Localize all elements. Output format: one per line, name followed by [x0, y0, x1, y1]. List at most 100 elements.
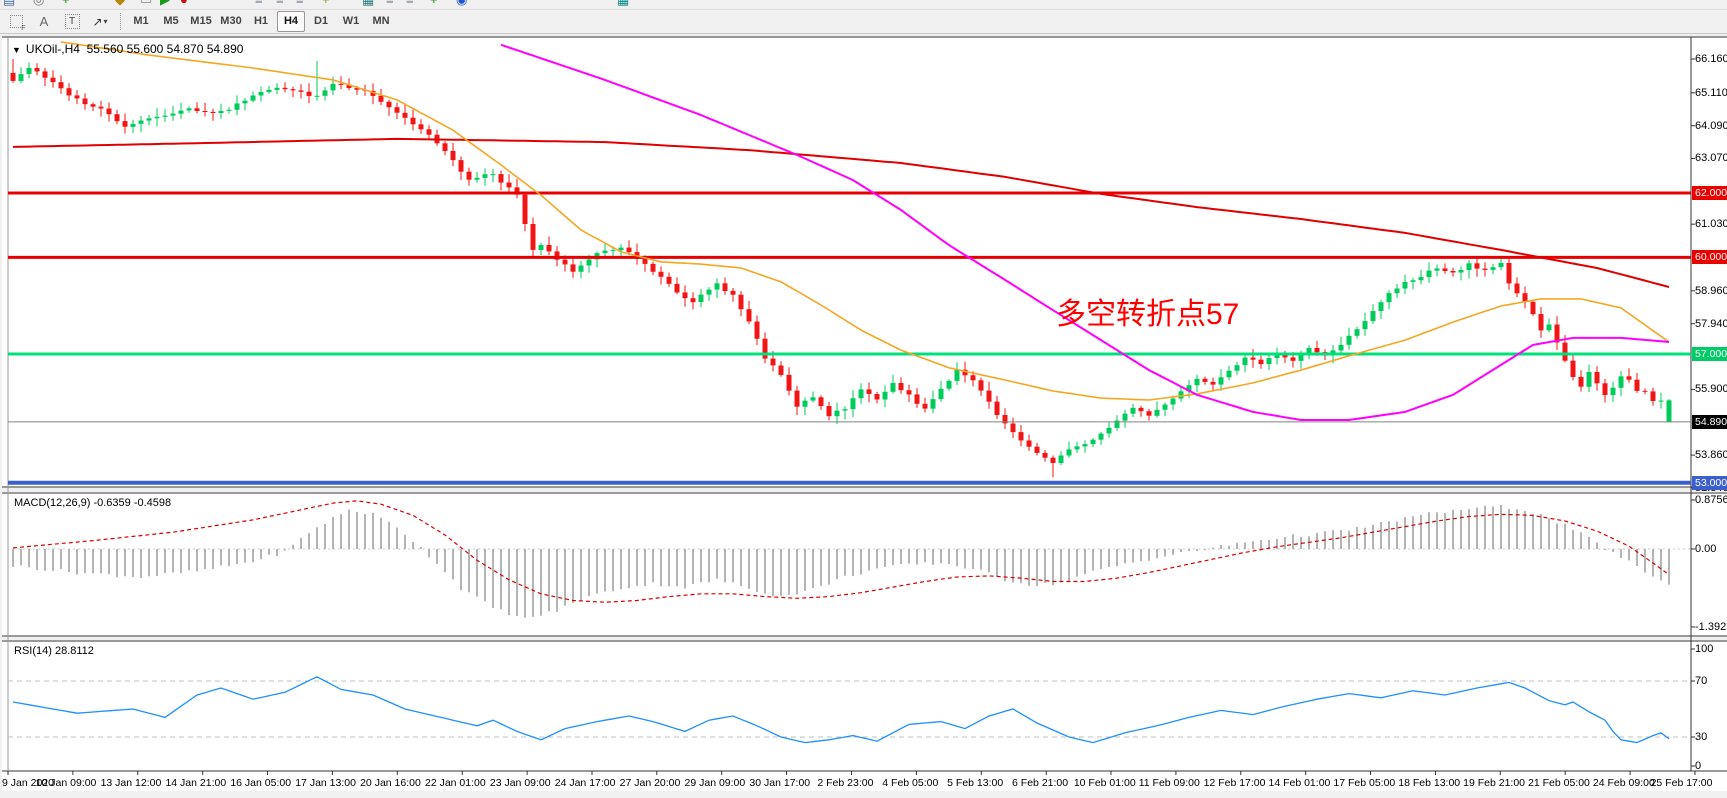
chevron-down-icon: ▾ [103, 17, 108, 26]
time-axis-label: 12 Feb 17:00 [1203, 777, 1266, 789]
time-axis-label: 24 Jan 17:00 [554, 777, 616, 789]
toolbar-tools: F A T ↗ ▾ M1 M5 M15 M30 H1 H4 D1 W1 MN [0, 10, 1727, 34]
add-chart-icon[interactable]: + [62, 0, 70, 7]
timeframe-m30-button[interactable]: M30 [220, 15, 242, 27]
time-axis-label: 19 Feb 21:00 [1463, 777, 1526, 789]
label-tool[interactable]: A [32, 12, 56, 31]
symbol-dropdown-caret[interactable]: ▼ [12, 45, 21, 55]
timeframe-h1-button[interactable]: H1 [253, 15, 269, 27]
autotrade-icon[interactable]: ▶ [160, 0, 170, 7]
price-tick-55.900: 55.900 [1695, 383, 1727, 396]
text-t-icon: T [64, 14, 80, 29]
macd-scale-0.00: 0.00 [1695, 543, 1717, 555]
time-axis-label: 5 Feb 13:00 [947, 777, 1004, 789]
profiles-icon[interactable]: ◎ [33, 0, 44, 7]
rsi-line [12, 676, 1670, 744]
time-axis-label: 17 Feb 05:00 [1333, 777, 1396, 789]
chart-annotation-text: 多空转折点57 [1056, 298, 1240, 331]
time-axis-label: 14 Feb 01:00 [1268, 777, 1331, 789]
time-axis-label: 21 Feb 05:00 [1528, 777, 1590, 789]
price-tick-65.110: 65.110 [1695, 86, 1727, 99]
time-axis-label: 23 Jan 09:00 [489, 777, 551, 789]
new-order-icon[interactable]: + [430, 0, 438, 7]
price-tick-53.860: 53.860 [1695, 449, 1727, 462]
new-chart-icon[interactable]: ▤ [3, 0, 15, 7]
zoom-out-icon[interactable]: − [342, 0, 350, 7]
time-axis-label: 29 Jan 09:00 [684, 777, 746, 789]
timeframe-w1-button[interactable]: W1 [342, 15, 360, 27]
ohlc-values: 55.560 55.600 54.870 54.890 [86, 42, 244, 56]
timeframe-m1-button[interactable]: M1 [133, 15, 149, 27]
symbol-name: UKOil-,H4 [25, 42, 80, 56]
tile-windows-icon[interactable]: ≡ [386, 0, 394, 7]
time-axis-label: 11 Feb 09:00 [1138, 777, 1200, 789]
ma-long-magenta [500, 43, 1670, 421]
cascade-windows-icon[interactable]: ≡ [406, 0, 414, 7]
time-axis-label: 30 Jan 17:00 [749, 777, 811, 789]
price-badge-62.000: 62.000 [1692, 185, 1727, 200]
rsi-scale-30: 30 [1695, 731, 1708, 743]
price-badge-53.000: 53.000 [1692, 475, 1727, 490]
print-icon[interactable]: ▭ [140, 0, 152, 7]
label-a-icon: A [39, 14, 49, 29]
time-axis-label: 18 Feb 13:00 [1398, 777, 1461, 789]
layout-icon[interactable]: ▦ [362, 0, 374, 7]
zoom-in-icon[interactable]: + [322, 0, 330, 7]
time-axis-label: 2 Feb 23:00 [817, 777, 874, 789]
price-tick-63.070: 63.070 [1695, 152, 1727, 165]
timeframe-h4-button[interactable]: H4 [277, 11, 305, 32]
macd-scale--1.3923: -1.3923 [1695, 620, 1727, 633]
ma-mid-orange [60, 41, 1670, 401]
time-axis-label: 27 Jan 20:00 [619, 777, 681, 789]
price-tick-58.960: 58.960 [1695, 284, 1727, 297]
timeframe-m5-button[interactable]: M5 [163, 15, 179, 27]
rsi-scale-100: 100 [1695, 643, 1714, 655]
toolbar-separator [120, 13, 121, 30]
time-axis-label: 6 Feb 21:00 [1012, 777, 1069, 789]
macd-signal-line [12, 500, 1670, 603]
rsi-scale-70: 70 [1695, 675, 1708, 687]
time-axis-label: 24 Feb 09:00 [1592, 777, 1655, 789]
barchart-icon[interactable]: ≡ [255, 0, 263, 7]
help-icon[interactable]: ◉ [456, 0, 467, 7]
macd-scale-0.8756: 0.8756 [1695, 493, 1727, 506]
indicators-icon[interactable]: ▦ [617, 0, 629, 7]
objects-icon[interactable]: ◆ [115, 0, 125, 7]
time-axis-label: 10 Jan 09:00 [35, 777, 97, 789]
price-badge-54.890: 54.890 [1692, 414, 1727, 429]
candlechart-icon[interactable]: ≡ [276, 0, 284, 7]
macd-indicator-label: MACD(12,26,9) -0.6359 -0.4598 [14, 497, 172, 509]
price-badge-60.000: 60.000 [1692, 250, 1727, 265]
price-tick-61.030: 61.030 [1695, 218, 1727, 231]
arrow-tools[interactable]: ↗ ▾ [88, 12, 112, 31]
chart-ohlc-header: ▼ UKOil-,H4 55.560 55.600 54.870 54.890 [12, 42, 243, 56]
grid-f-tool[interactable]: F [4, 12, 28, 32]
time-axis-label: 14 Jan 21:00 [165, 777, 227, 789]
time-axis-label: 9 Jan 2020 [2, 777, 54, 789]
timeframe-d1-button[interactable]: D1 [313, 15, 329, 27]
timeframe-mn-button[interactable]: MN [372, 15, 390, 27]
time-axis-label: 20 Jan 16:00 [360, 777, 421, 789]
arrow-icon: ↗ [92, 14, 103, 29]
rsi-indicator-label: RSI(14) 28.8112 [14, 645, 94, 657]
timeframe-m15-button[interactable]: M15 [190, 15, 212, 27]
time-axis-label: 16 Jan 05:00 [230, 777, 292, 789]
grid-f-icon: F [9, 15, 26, 32]
timeframe-buttons: M1 M5 M15 M30 H1 H4 D1 W1 MN [127, 11, 397, 32]
time-axis-label: 4 Feb 05:00 [882, 777, 939, 789]
toolbar-top: ▤ ◎ + ◆ ▭ ▶ ● ≡ ≡ ≡ + − ▦ ≡ ≡ + ◉ ▦ [0, 0, 1727, 10]
price-tick-57.940: 57.940 [1695, 317, 1727, 330]
time-axis-label: 25 Feb 17:00 [1650, 777, 1713, 789]
price-badge-57.000: 57.000 [1692, 346, 1727, 361]
price-tick-66.160: 66.160 [1695, 53, 1727, 65]
linechart-icon[interactable]: ≡ [296, 0, 304, 7]
text-tool[interactable]: T [60, 12, 84, 31]
time-axis-label: 10 Feb 01:00 [1073, 777, 1136, 789]
price-tick-64.090: 64.090 [1695, 119, 1727, 132]
stop-icon[interactable]: ● [180, 0, 188, 7]
time-axis-label: 22 Jan 01:00 [424, 777, 486, 789]
time-axis-label: 13 Jan 12:00 [100, 777, 162, 789]
ma-slow-red [12, 137, 1670, 288]
